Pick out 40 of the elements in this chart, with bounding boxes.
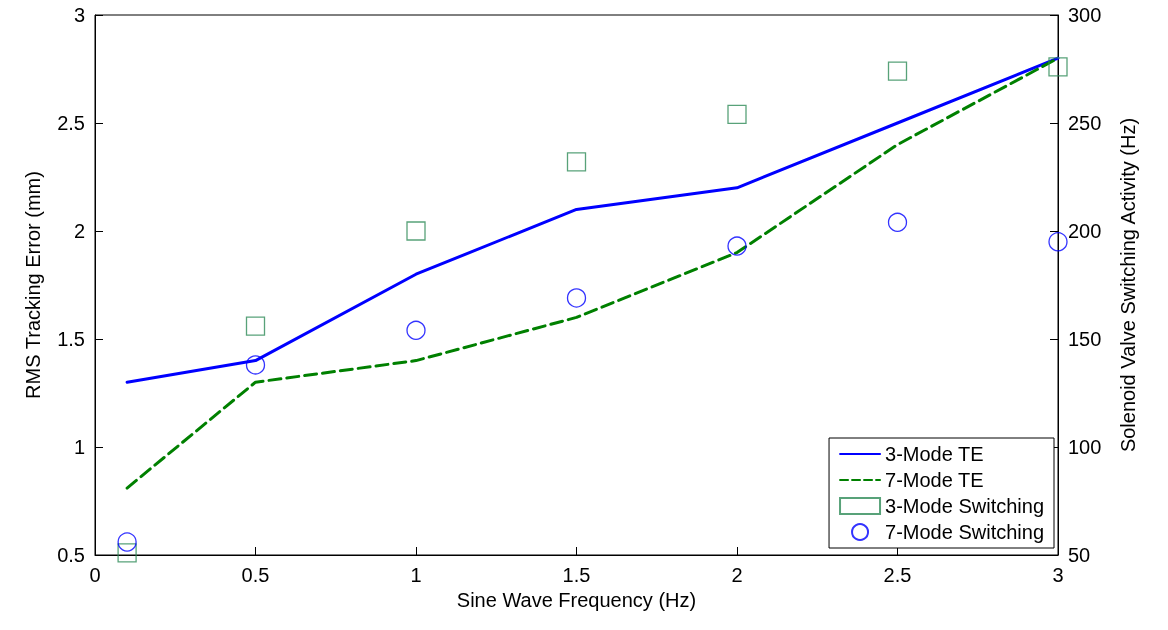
point (566, 288, 587, 308)
point (117, 543, 137, 563)
y-tick-label: 0.5 (57, 544, 85, 566)
x-axis-title: Sine Wave Frequency (Hz) (456, 588, 697, 611)
y2-axis-title: Solenoid Valve Switching Activity (Hz) (1117, 117, 1139, 453)
point (406, 320, 426, 340)
point (1048, 232, 1068, 252)
legend-label: 7-Mode TE (885, 469, 984, 491)
point (406, 221, 426, 241)
point (727, 104, 747, 125)
y-tick-label: 1.5 (57, 328, 85, 350)
point (887, 212, 908, 232)
point (245, 355, 266, 375)
x-tick-label: 2.5 (883, 564, 912, 586)
y2-tick-label: 250 (1068, 112, 1102, 134)
y-tick-label: 1 (73, 436, 85, 458)
x-tick-label: 1.5 (562, 564, 591, 586)
point (117, 532, 137, 552)
y-tick-label: 3 (73, 4, 85, 26)
point (566, 152, 587, 172)
legend-label: 7-Mode Switching (885, 521, 1044, 543)
y2-tick-label: 100 (1068, 436, 1102, 458)
y2-tick-label: 50 (1068, 544, 1091, 566)
legend-label: 3-Mode Switching (885, 495, 1044, 517)
point (1048, 57, 1068, 77)
x-tick-label: 3 (1052, 564, 1064, 586)
x-tick-label: 1 (410, 564, 422, 586)
y-tick-label: 2 (73, 220, 85, 242)
point (727, 236, 747, 256)
legend-label: 3-Mode TE (885, 443, 984, 465)
point (245, 316, 266, 336)
x-tick-label: 0.5 (241, 564, 270, 586)
y2-tick-label: 200 (1068, 220, 1102, 242)
point (887, 61, 908, 81)
x-tick-label: 2 (731, 564, 743, 586)
y-axis-title: RMS Tracking Error (mm) (22, 171, 44, 399)
y-tick-label: 2.5 (57, 112, 85, 134)
x-tick-label: 0 (89, 564, 101, 586)
y2-tick-label: 150 (1068, 328, 1102, 350)
y2-tick-label: 300 (1068, 4, 1102, 26)
